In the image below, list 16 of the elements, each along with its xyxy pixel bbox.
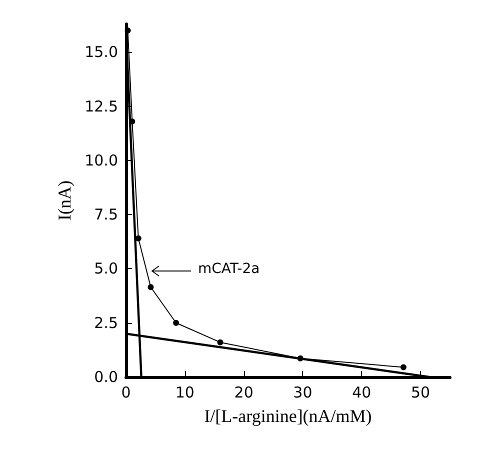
y-tick-label: 12.5 xyxy=(84,97,118,116)
y-tick-label: 0.0 xyxy=(94,368,118,386)
y-tick-label: 10.0 xyxy=(84,151,118,170)
x-tick-label: 50 xyxy=(411,384,430,402)
y-tick-label: 5.0 xyxy=(94,260,118,278)
y-tick-label: 2.5 xyxy=(94,314,118,332)
x-tick-label: 30 xyxy=(293,384,312,402)
annotation: mCAT-2a xyxy=(198,261,260,277)
x-tick-label: 40 xyxy=(352,384,372,402)
x-tick-label: 0 xyxy=(121,384,131,402)
y-tick-label: 7.5 xyxy=(94,206,118,224)
y-tick-label: 15.0 xyxy=(84,43,118,62)
x-tick-label: 20 xyxy=(234,384,254,402)
x-tick-label: 10 xyxy=(175,384,194,402)
x-axis-title: I/[L-arginine](nA/mM) xyxy=(204,406,372,426)
y-axis-title: I(nA) xyxy=(54,180,75,220)
